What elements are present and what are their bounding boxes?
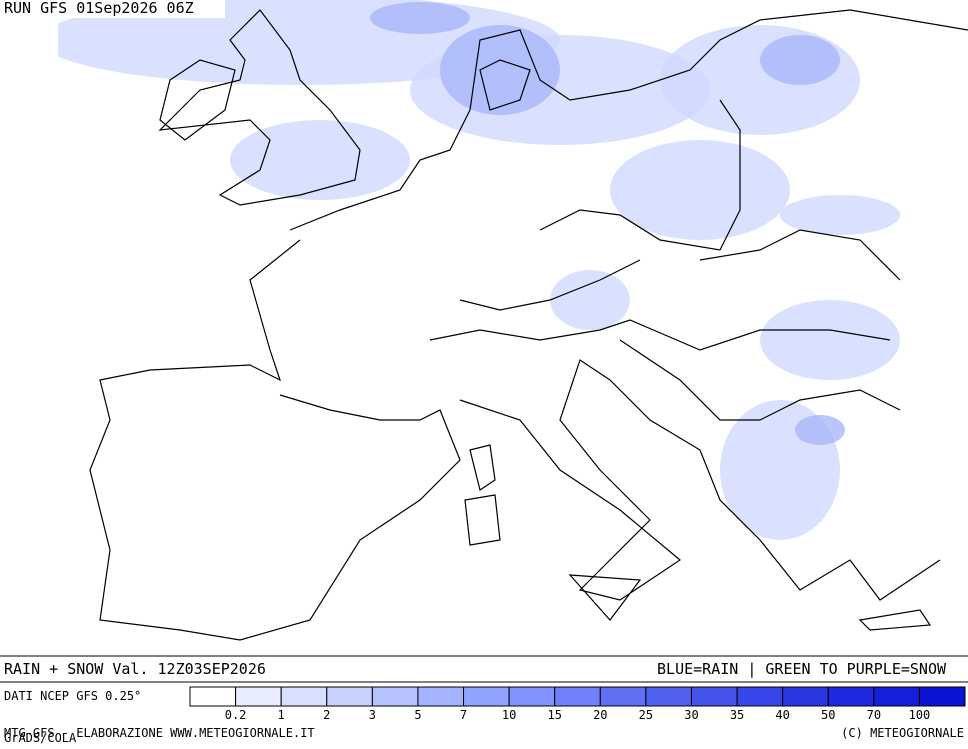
color-swatch <box>554 686 601 707</box>
color-swatch <box>690 686 738 707</box>
credit-right: (C) METEOGIORNALE <box>841 726 964 740</box>
color-swatch <box>599 686 647 707</box>
color-swatch <box>280 686 328 707</box>
color-swatch <box>417 686 465 707</box>
colorbar: 0.2 1 2 3 5 7 10 15 20 25 30 35 40 50 70 100 <box>189 686 966 722</box>
colorbar-label: 70 <box>867 708 881 722</box>
color-swatch <box>463 686 510 707</box>
colorbar-label: 100 <box>909 708 931 722</box>
colorbar-label: 3 <box>369 708 376 722</box>
color-swatch <box>736 686 784 707</box>
color-swatch <box>873 686 920 707</box>
colorbar-label: 2 <box>323 708 330 722</box>
footer-title: RAIN + SNOW Val. 12Z03SEP2026 <box>4 660 266 678</box>
color-swatch <box>918 686 966 707</box>
colorbar-label: 10 <box>502 708 516 722</box>
colorbar-label: 15 <box>547 708 561 722</box>
colorbar-label: 50 <box>821 708 835 722</box>
colorbar-label: 1 <box>278 708 285 722</box>
run-label: RUN GFS 01Sep2026 06Z <box>4 0 194 17</box>
source-label: DATI NCEP GFS 0.25° <box>4 689 141 703</box>
colorbar-label: 40 <box>775 708 789 722</box>
colorbar-label: 5 <box>414 708 421 722</box>
credit-left: MTG-GFS - ELABORAZIONE WWW.METEOGIORNALE… <box>4 726 315 740</box>
colorbar-label: 25 <box>639 708 653 722</box>
grads-label: GrADS/COLA <box>4 731 77 745</box>
color-swatch <box>782 686 829 707</box>
color-swatch <box>645 686 692 707</box>
colorbar-label: 7 <box>460 708 467 722</box>
color-swatch <box>235 686 282 707</box>
colorbar-label: 20 <box>593 708 607 722</box>
color-swatch <box>326 686 373 707</box>
color-swatch <box>508 686 556 707</box>
colorbar-label: 0.2 <box>225 708 247 722</box>
color-swatch <box>371 686 419 707</box>
footer-key: BLUE=RAIN | GREEN TO PURPLE=SNOW <box>657 660 947 678</box>
colorbar-label: 35 <box>730 708 744 722</box>
precipitation <box>40 0 900 540</box>
coastlines <box>89 9 968 641</box>
color-swatch <box>189 686 237 707</box>
map: RUN GFS 01Sep2026 06Z <box>4 0 968 641</box>
colorbar-label: 30 <box>684 708 698 722</box>
color-swatch <box>827 686 875 707</box>
